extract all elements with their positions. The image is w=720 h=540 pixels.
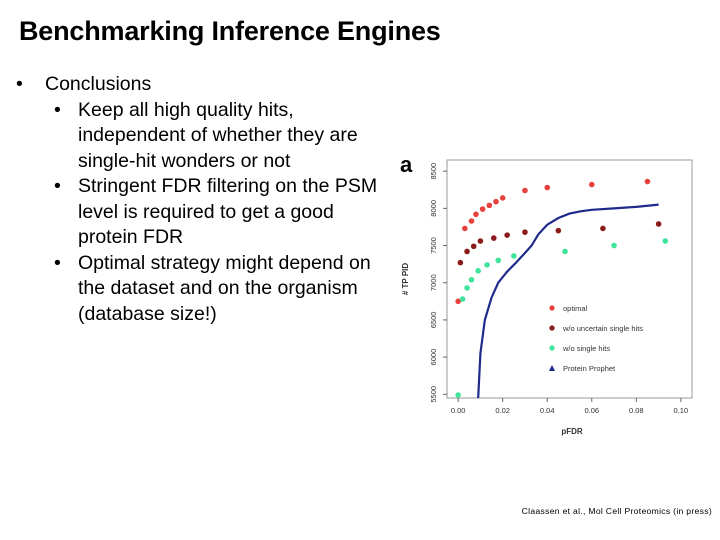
- sub-bullet-optimal-strategy: Optimal strategy might depend on the dat…: [16, 251, 388, 328]
- chart-legend: optimal w/o uncertain single hits w/o sing…: [549, 304, 643, 373]
- data-point-optimal: [462, 225, 468, 232]
- data-point-optimal: [486, 202, 493, 209]
- legend-label: optimal: [563, 304, 588, 313]
- data-point-optimal: [479, 206, 486, 212]
- legend-marker-dot: [549, 305, 555, 311]
- x-tick-label: 0.08: [629, 406, 644, 415]
- data-point-w-o-single-hits: [484, 262, 490, 268]
- legend-label: w/o uncertain single hits: [562, 324, 643, 333]
- bullet-conclusions: Conclusions: [16, 72, 388, 98]
- x-tick-label: 0.04: [540, 406, 555, 415]
- data-point-w-o-single-hits: [475, 268, 481, 274]
- sub-bullet-stringent-fdr: Stringent FDR filtering on the PSM level…: [16, 174, 388, 251]
- data-point-w-o-uncertain-single-hits: [464, 248, 470, 255]
- data-point-optimal: [644, 178, 651, 185]
- y-axis-label: # TP PID: [401, 263, 410, 296]
- bullet-list: Conclusions Keep all high quality hits, …: [16, 72, 388, 327]
- data-point-optimal: [455, 298, 461, 305]
- data-point-optimal: [473, 211, 479, 218]
- data-point-w-o-single-hits: [511, 253, 517, 259]
- data-point-w-o-single-hits: [562, 248, 568, 255]
- data-point-w-o-uncertain-single-hits: [600, 225, 606, 232]
- data-point-optimal: [522, 187, 528, 194]
- legend-label: Protein Prophet: [563, 364, 616, 373]
- legend-marker-dot: [549, 325, 555, 331]
- x-tick-label: 0.06: [584, 406, 599, 415]
- chart-figure: a 0.00 0.02 0.04 0.06 0.08 0.10 5500 6000 6500 70…: [400, 152, 693, 436]
- sub-bullet-high-quality-hits: Keep all high quality hits, independent …: [16, 98, 388, 175]
- data-point-w-o-uncertain-single-hits: [457, 259, 464, 266]
- legend-marker-dot: [549, 345, 555, 351]
- data-point-w-o-uncertain-single-hits: [522, 229, 528, 235]
- data-point-w-o-single-hits: [459, 296, 466, 302]
- data-point-optimal: [544, 184, 551, 191]
- data-point-w-o-single-hits: [455, 392, 461, 398]
- legend-marker-triangle: [549, 365, 555, 371]
- y-tick-label: 7500: [429, 237, 438, 254]
- data-point-w-o-single-hits: [464, 285, 470, 291]
- data-point-optimal: [468, 218, 475, 224]
- x-tick-label: 0.02: [495, 406, 510, 415]
- data-point-optimal: [499, 195, 506, 201]
- x-tick-label: 0.10: [674, 406, 689, 415]
- slide-title: Benchmarking Inference Engines: [19, 16, 441, 46]
- y-tick-label: 7000: [429, 274, 438, 291]
- legend-label: w/o single hits: [562, 344, 610, 353]
- data-point-w-o-single-hits: [662, 238, 669, 244]
- y-tick-label: 8000: [429, 200, 438, 217]
- data-point-w-o-single-hits: [495, 257, 502, 264]
- axes-layer: 0.00 0.02 0.04 0.06 0.08 0.10 5500 6000 6500 7000…: [429, 163, 688, 415]
- data-point-optimal: [493, 198, 499, 205]
- x-axis-label: pFDR: [561, 427, 583, 436]
- y-tick-label: 6000: [429, 349, 438, 366]
- y-tick-label: 5500: [429, 386, 438, 403]
- series-layer: [455, 178, 669, 399]
- data-point-w-o-single-hits: [468, 276, 475, 283]
- plot-frame: [446, 159, 693, 399]
- data-point-w-o-uncertain-single-hits: [490, 235, 497, 241]
- series-line-protein-prophet: [477, 203, 659, 399]
- y-tick-label: 8500: [429, 163, 438, 180]
- data-point-w-o-single-hits: [611, 242, 617, 249]
- x-tick-label: 0.00: [451, 406, 466, 415]
- y-tick-label: 6500: [429, 312, 438, 329]
- data-point-w-o-uncertain-single-hits: [555, 227, 562, 234]
- data-point-w-o-uncertain-single-hits: [477, 238, 484, 244]
- data-point-optimal: [588, 181, 595, 188]
- panel-label: a: [400, 152, 413, 177]
- data-point-w-o-uncertain-single-hits: [655, 221, 662, 227]
- data-point-w-o-uncertain-single-hits: [470, 243, 477, 250]
- data-point-w-o-uncertain-single-hits: [504, 232, 510, 238]
- citation: Claassen et al., Mol Cell Proteomics (in…: [521, 506, 712, 516]
- sub-bullet-list: Keep all high quality hits, independent …: [16, 98, 388, 328]
